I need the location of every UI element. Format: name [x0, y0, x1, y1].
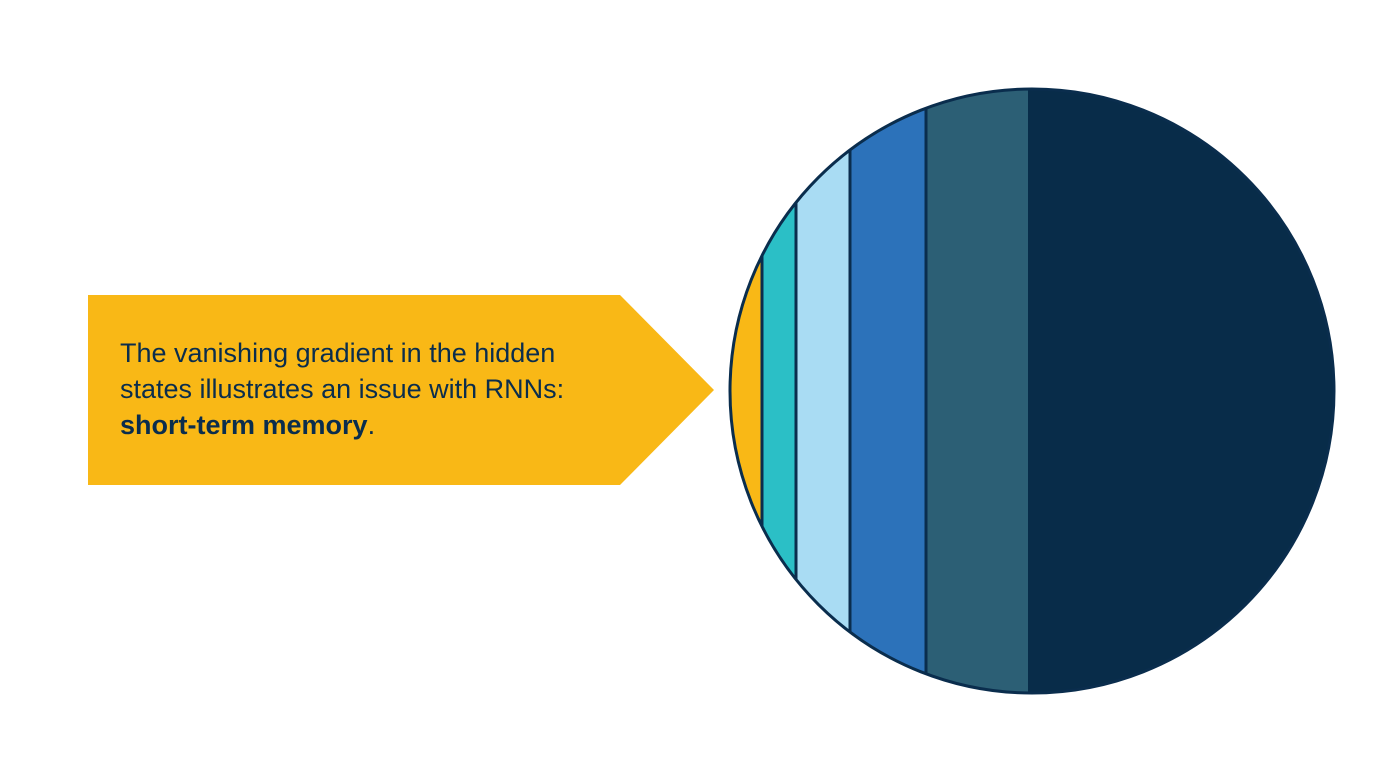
- band-blue: [850, 89, 926, 693]
- callout-arrow: The vanishing gradient in the hidden sta…: [88, 295, 714, 485]
- circle-outline: [728, 87, 1336, 695]
- callout-text-regular: The vanishing gradient in the hidden sta…: [120, 338, 565, 404]
- hidden-state-circle-graphic: [728, 87, 1336, 695]
- band-light-blue: [796, 89, 850, 693]
- band-navy: [1028, 89, 1334, 693]
- callout-text-bold: short-term memory: [120, 410, 368, 440]
- hidden-state-circle: [726, 86, 1338, 696]
- callout-arrow-shape: [88, 295, 714, 485]
- band-teal: [762, 89, 796, 693]
- callout-text-end: .: [367, 410, 376, 440]
- band-slate: [926, 89, 1028, 693]
- callout-text: The vanishing gradient in the hidden sta…: [120, 335, 620, 443]
